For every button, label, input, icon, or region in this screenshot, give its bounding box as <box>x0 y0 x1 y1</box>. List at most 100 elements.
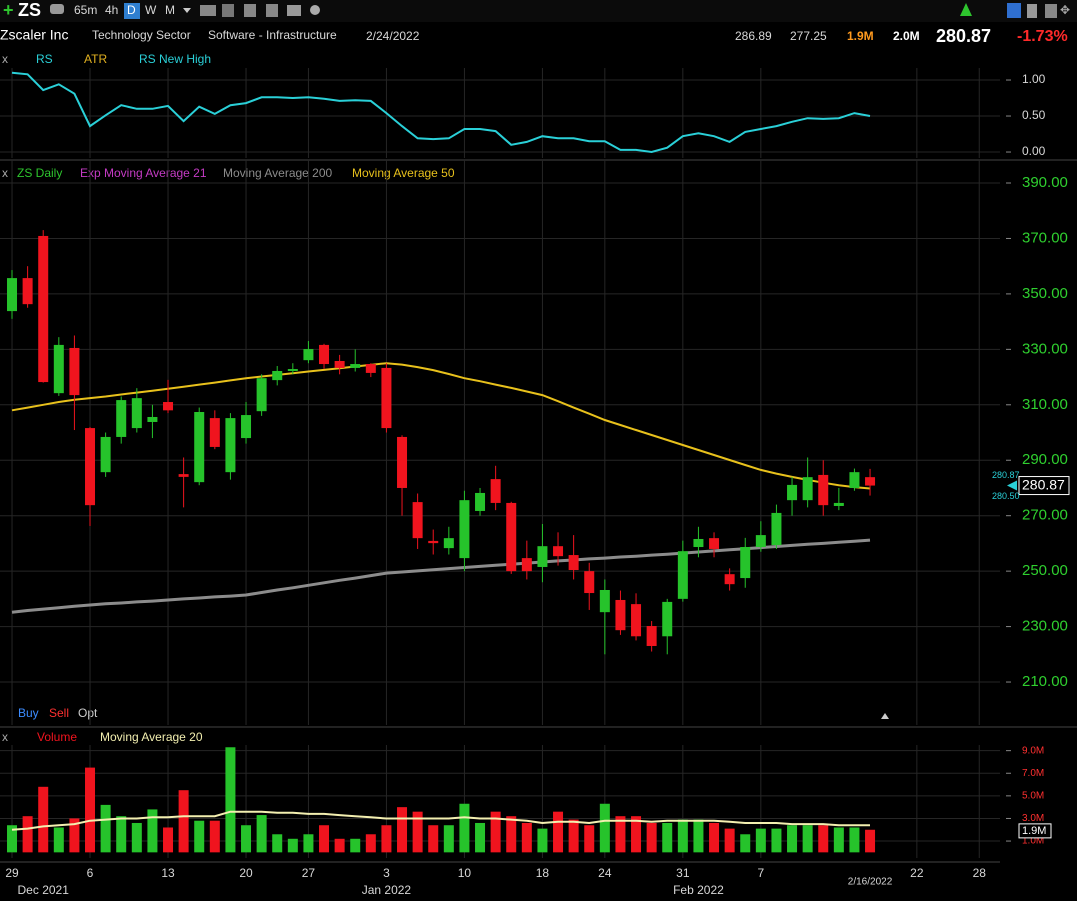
icon[interactable] <box>1027 4 1037 18</box>
date: 2/24/2022 <box>366 29 420 43</box>
volume-bar <box>365 834 376 853</box>
candle-body <box>22 278 33 305</box>
candle-body <box>631 604 642 637</box>
candle-body <box>147 416 158 422</box>
interval[interactable]: 65m <box>74 3 97 17</box>
volume-bar <box>412 811 423 853</box>
chart-title[interactable]: ZS Daily <box>17 166 62 180</box>
y-tick-label: 310.00 <box>1022 396 1068 413</box>
candle-body <box>709 538 720 549</box>
candle-body <box>38 235 49 383</box>
volume-bar <box>38 786 49 853</box>
legend-entry[interactable]: ATR <box>84 52 107 66</box>
volume-bar <box>163 827 174 853</box>
y-tick-label: 290.00 <box>1022 451 1068 468</box>
volume-bar <box>69 818 80 853</box>
legend-entry[interactable]: Moving Average 50 <box>352 166 455 180</box>
volume-bar <box>397 807 408 853</box>
volume-bar <box>521 822 532 853</box>
icon[interactable] <box>200 5 216 16</box>
volume-bar <box>22 816 33 853</box>
candle-body <box>584 571 595 594</box>
y-tick-label: 390.00 <box>1022 174 1068 191</box>
volume-bar <box>334 838 345 853</box>
candle-body <box>303 349 314 361</box>
volume-bar <box>849 827 860 853</box>
volume-bar <box>475 822 486 853</box>
candle-body <box>599 589 610 613</box>
sell-button[interactable]: Sell <box>49 706 69 720</box>
volume-bar <box>724 828 735 853</box>
candle-body <box>350 364 361 368</box>
avg-volume: 2.0M <box>893 29 920 43</box>
icon[interactable] <box>222 4 234 17</box>
candle-body <box>287 369 298 371</box>
interval[interactable]: D <box>127 3 136 17</box>
volume-bar <box>287 838 298 853</box>
close-button[interactable]: x <box>2 166 8 180</box>
interval[interactable]: M <box>165 3 175 17</box>
y-tick-label: 9.0M <box>1022 745 1044 756</box>
candle-body <box>490 479 501 503</box>
candle-body <box>209 418 220 447</box>
icon[interactable]: ✥ <box>1060 3 1070 17</box>
candle-body <box>116 400 127 437</box>
icon[interactable] <box>50 4 64 14</box>
icon[interactable] <box>310 5 320 15</box>
volume-bar <box>350 838 361 853</box>
legend-entry[interactable]: Volume <box>37 730 77 744</box>
icon[interactable] <box>244 4 256 17</box>
candle-body <box>163 402 174 411</box>
volume-bar <box>7 825 18 853</box>
icon[interactable] <box>266 4 278 17</box>
line <box>11 71 871 154</box>
interval[interactable]: W <box>145 3 157 17</box>
legend-entry[interactable]: Exp Moving Average 21 <box>80 166 207 180</box>
legend-entry[interactable]: RS New High <box>139 52 211 66</box>
icon[interactable] <box>1045 4 1057 18</box>
candle-body <box>521 558 532 572</box>
symbol[interactable]: ZS <box>18 0 41 20</box>
icon[interactable] <box>287 5 301 16</box>
candle-body <box>319 344 330 365</box>
close-button[interactable]: x <box>2 730 8 744</box>
last-price-box <box>1018 476 1070 496</box>
candle-body <box>256 378 267 412</box>
close-button[interactable]: x <box>2 52 8 66</box>
y-tick-label: 3.0M <box>1022 813 1044 824</box>
legend-entry[interactable]: Moving Average 20 <box>100 730 203 744</box>
day-low: 277.25 <box>790 29 827 43</box>
icon[interactable] <box>960 3 972 16</box>
y-tick-label: 1.0M <box>1022 836 1044 847</box>
volume-bar <box>599 803 610 853</box>
candle-body <box>7 278 18 312</box>
interval[interactable]: 4h <box>105 3 118 17</box>
y-tick-label: 0.50 <box>1022 108 1046 122</box>
volume-bar <box>631 816 642 853</box>
line <box>11 362 871 490</box>
volume-bar <box>740 834 751 853</box>
volume-bar <box>553 811 564 853</box>
volume-bar <box>677 819 688 853</box>
candle-body <box>693 538 704 548</box>
dropdown[interactable] <box>183 8 191 13</box>
industry: Software - Infrastructure <box>208 28 337 42</box>
legend-entry[interactable]: RS <box>36 52 53 66</box>
collapse-icon[interactable] <box>881 713 889 719</box>
volume-bar <box>100 804 111 853</box>
volume-bar <box>272 834 283 853</box>
icon[interactable] <box>1007 3 1021 18</box>
volume-bar <box>443 825 454 853</box>
x-tick-label: 7 <box>757 866 764 880</box>
date-label: 2/16/2022 <box>848 877 893 888</box>
candle-body <box>194 412 205 483</box>
buy-button[interactable]: Buy <box>18 706 39 720</box>
add-icon[interactable]: + <box>3 0 14 20</box>
volume-bar <box>865 829 876 853</box>
volume-bar <box>428 825 439 853</box>
volume: 1.9M <box>847 29 874 43</box>
legend-entry[interactable]: Moving Average 200 <box>223 166 333 180</box>
volume-bar <box>381 825 392 853</box>
options-button[interactable]: Opt <box>78 706 98 720</box>
volume-bar <box>85 767 96 853</box>
